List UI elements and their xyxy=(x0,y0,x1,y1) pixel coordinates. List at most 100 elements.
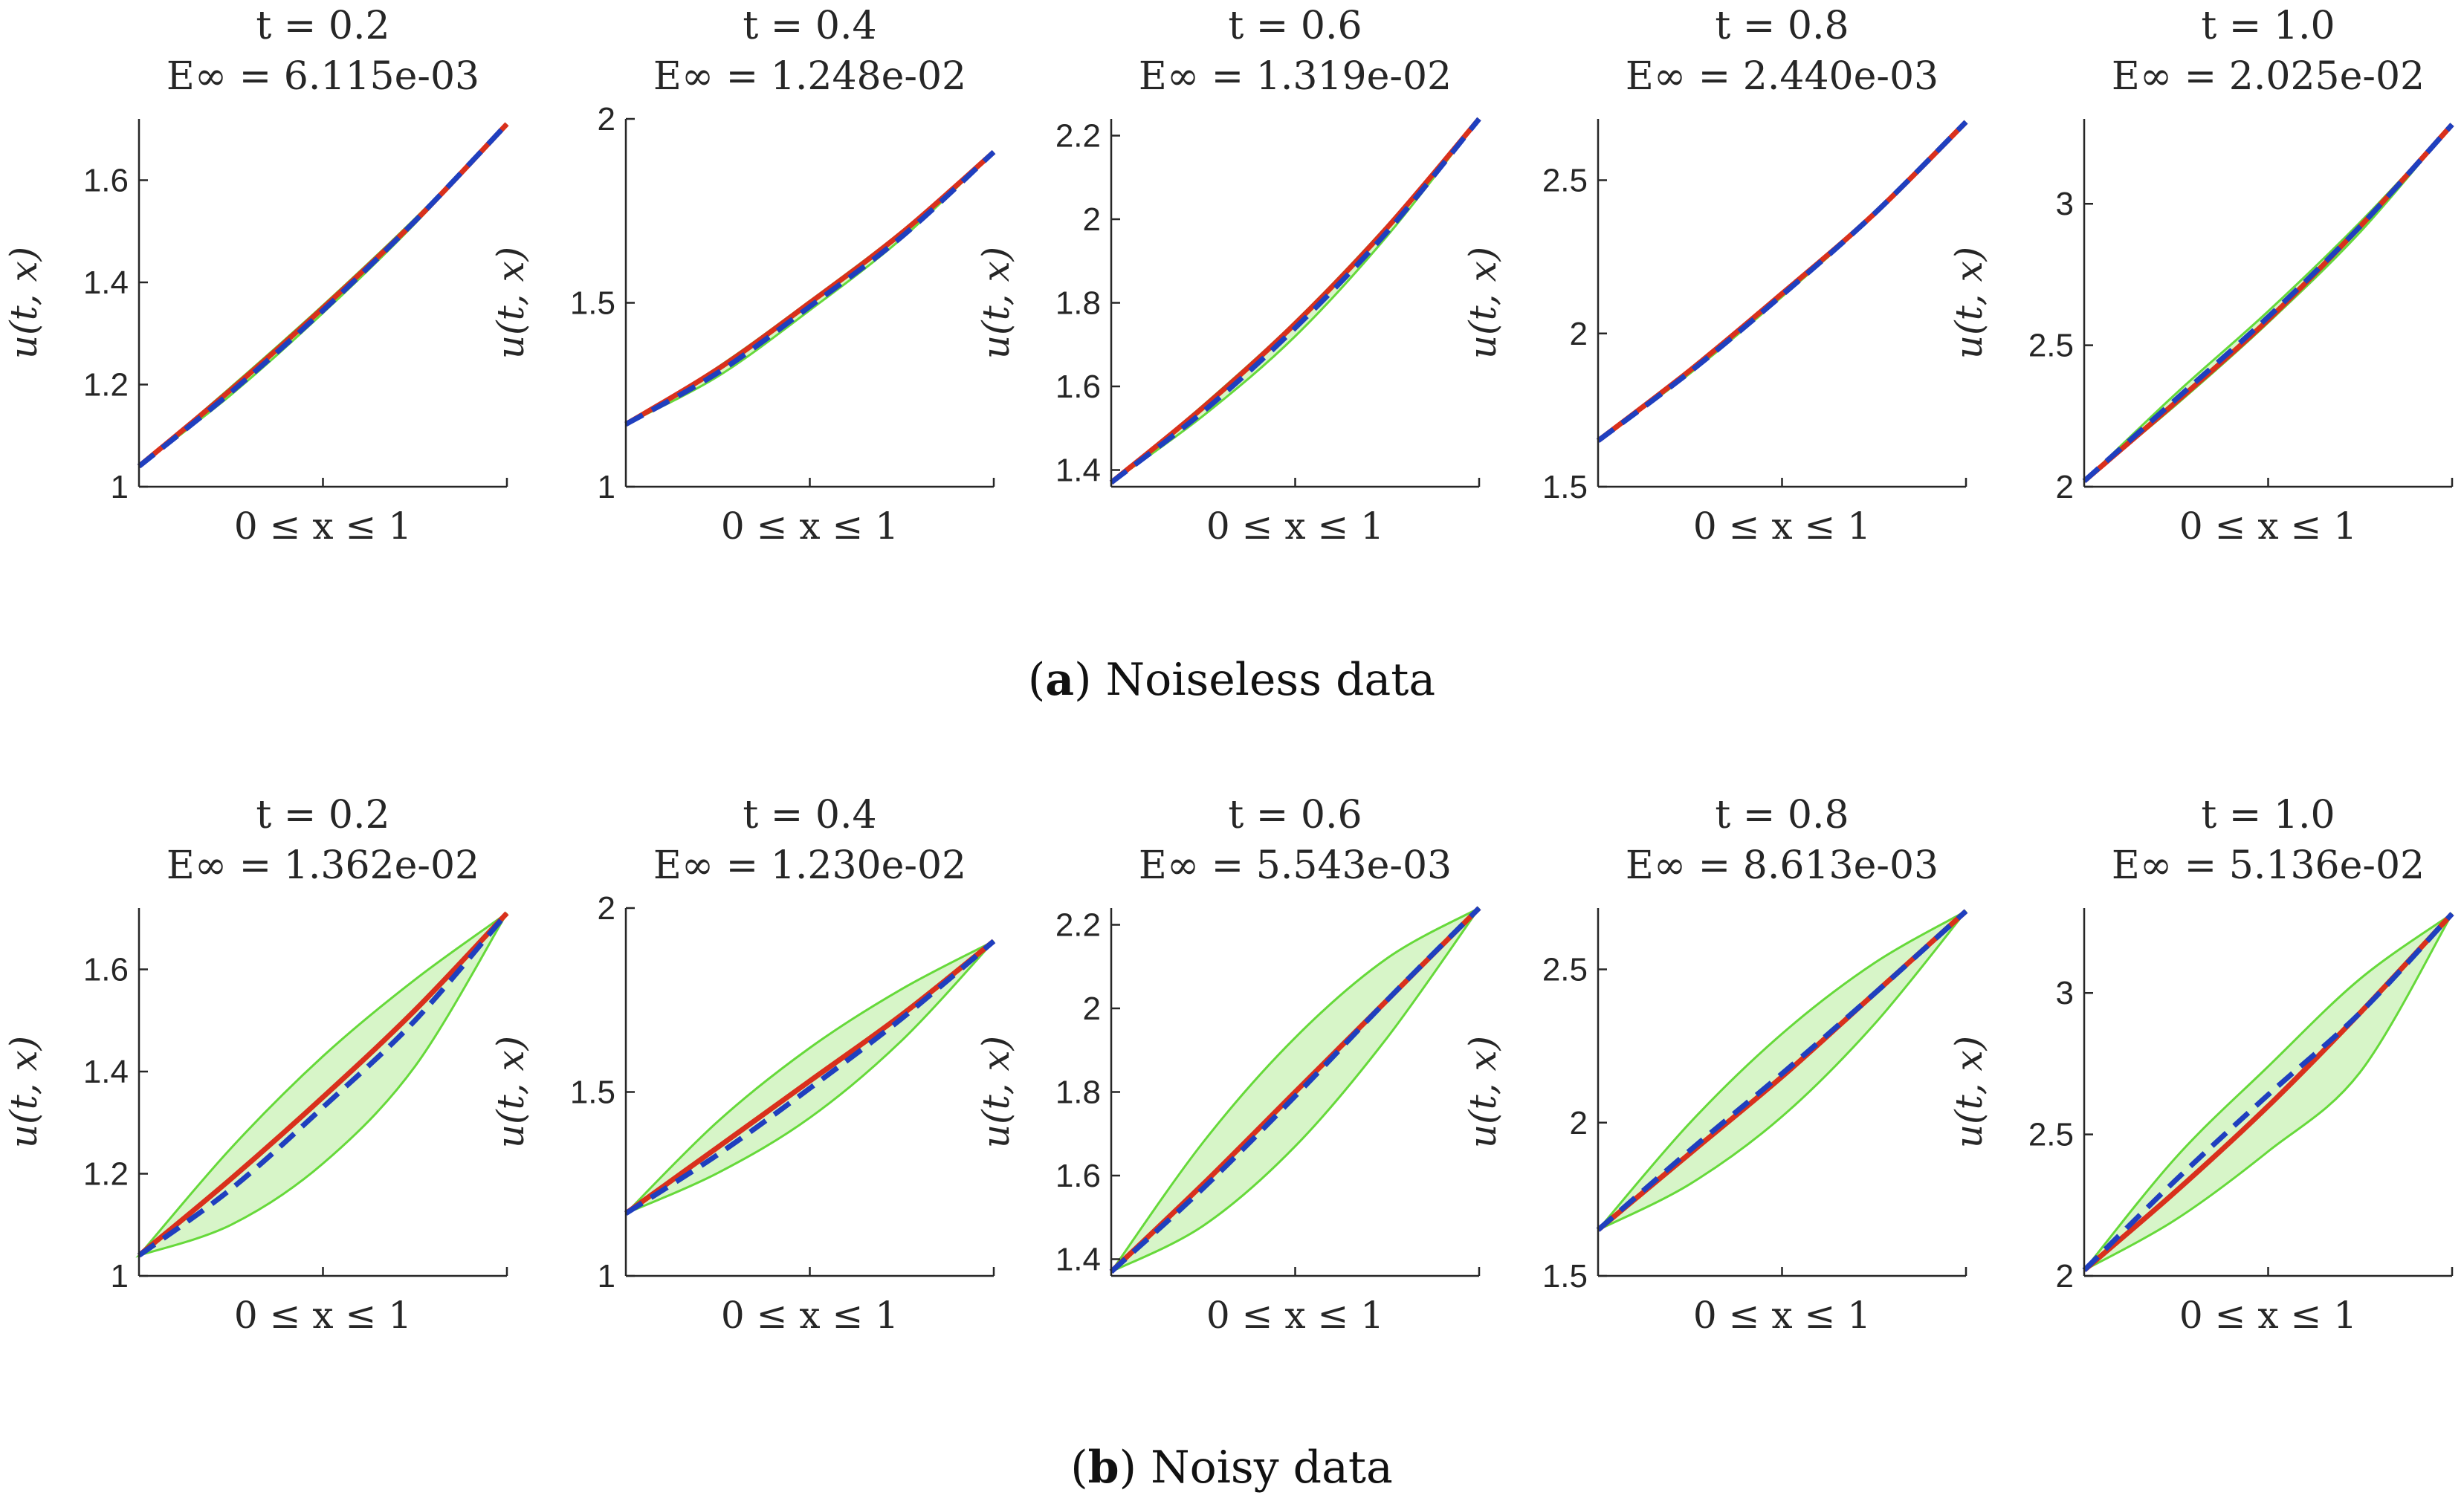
y-tick-label: 2 xyxy=(1570,1105,1588,1141)
predicted-mean-line xyxy=(2082,123,2454,484)
panel-time-label: t = 0.8 xyxy=(1715,793,1849,837)
panel-error-label: E∞ = 1.230e-02 xyxy=(653,843,966,888)
uncertainty-band xyxy=(1597,121,1967,442)
y-axis-label: u(t, x) xyxy=(974,247,1018,359)
x-axis-label: 0 ≤ x ≤ 1 xyxy=(2179,1294,2357,1337)
y-tick-label: 2 xyxy=(1570,316,1588,352)
panel-time-label: t = 1.0 xyxy=(2201,793,2335,837)
panel-time-label: t = 0.6 xyxy=(1228,4,1362,48)
caption-label: b xyxy=(1088,1442,1119,1494)
x-axis-label: 0 ≤ x ≤ 1 xyxy=(234,505,412,548)
y-tick-label: 1.2 xyxy=(83,367,129,404)
panel-error-label: E∞ = 1.248e-02 xyxy=(653,54,966,99)
y-tick-label: 1 xyxy=(598,469,615,505)
predicted-mean-line xyxy=(137,911,509,1258)
panel-time-label: t = 0.2 xyxy=(256,4,389,48)
subfigure-caption: (a) Noiseless data xyxy=(1028,654,1435,706)
y-tick-label: 2.2 xyxy=(1055,118,1101,155)
panel-time-label: t = 0.6 xyxy=(1228,793,1362,837)
y-tick-label: 2.5 xyxy=(1542,163,1588,199)
x-axis-label: 0 ≤ x ≤ 1 xyxy=(1693,1294,1871,1337)
exact-solution-line xyxy=(137,911,509,1258)
caption-text: Noisy data xyxy=(1151,1442,1393,1494)
panel-a-4: t = 0.8 E∞ = 2.440e-03 1.5 2 2.5 u(t, x) 0 ≤ x… xyxy=(1461,4,1968,548)
panel-error-label: E∞ = 8.613e-03 xyxy=(1626,843,1938,888)
y-tick-label: 2.5 xyxy=(2028,1117,2074,1153)
exact-solution-line xyxy=(1109,906,1481,1274)
uncertainty-band xyxy=(138,123,508,467)
y-tick-label: 1.2 xyxy=(83,1156,129,1193)
caption-label: a xyxy=(1045,654,1074,706)
panel-b-2: t = 0.4 E∞ = 1.230e-02 1 1.5 2 u(t, x) 0 ≤ x ≤… xyxy=(489,793,996,1337)
panel-error-label: E∞ = 1.319e-02 xyxy=(1139,54,1452,99)
panel-time-label: t = 0.4 xyxy=(743,4,876,48)
panel-time-label: t = 0.4 xyxy=(743,793,876,837)
y-tick-label: 1.5 xyxy=(1542,1258,1588,1294)
uncertainty-band xyxy=(625,151,995,426)
predicted-mean-line xyxy=(137,122,509,469)
y-axis-label: u(t, x) xyxy=(2,247,45,359)
y-tick-label: 2 xyxy=(598,101,615,137)
y-tick-label: 1 xyxy=(111,469,129,505)
y-axis-label: u(t, x) xyxy=(1461,1036,1504,1148)
y-tick-label: 1.4 xyxy=(1055,1242,1101,1278)
y-tick-label: 1.6 xyxy=(1055,369,1101,405)
panel-b-5: t = 1.0 E∞ = 5.136e-02 2 2.5 3 u(t, x) 0 ≤ x ≤… xyxy=(1947,793,2454,1337)
x-axis-label: 0 ≤ x ≤ 1 xyxy=(721,1294,899,1337)
x-axis-label: 0 ≤ x ≤ 1 xyxy=(1206,505,1384,548)
y-tick-label: 1.6 xyxy=(83,163,129,199)
y-tick-label: 1.4 xyxy=(83,265,129,301)
caption-paren-close: ) xyxy=(1074,654,1105,706)
exact-solution-line xyxy=(624,939,996,1216)
uncertainty-band xyxy=(135,912,508,1258)
uncertainty-band xyxy=(2083,123,2454,482)
panel-b-3: t = 0.6 E∞ = 5.543e-03 1.4 1.6 1.8 2 2.2 u(t, x… xyxy=(974,793,1481,1337)
y-tick-label: 2 xyxy=(598,890,615,927)
panel-a-3: t = 0.6 E∞ = 1.319e-02 1.4 1.6 1.8 2 2.2 u(t, x… xyxy=(974,4,1481,548)
panel-error-label: E∞ = 5.543e-03 xyxy=(1139,843,1452,888)
y-tick-label: 2 xyxy=(1083,991,1101,1027)
caption-paren-open: ( xyxy=(1070,1442,1087,1494)
uncertainty-band xyxy=(1110,118,1481,484)
panel-a-2: t = 0.4 E∞ = 1.248e-02 1 1.5 2 u(t, x) 0 ≤ x ≤… xyxy=(489,4,996,548)
y-axis-label: u(t, x) xyxy=(1947,247,1991,359)
exact-solution-line xyxy=(137,122,509,469)
x-axis-label: 0 ≤ x ≤ 1 xyxy=(2179,505,2357,548)
y-tick-label: 1.6 xyxy=(1055,1158,1101,1194)
panel-time-label: t = 1.0 xyxy=(2201,4,2335,48)
predicted-mean-line xyxy=(2082,912,2454,1272)
y-tick-label: 1 xyxy=(598,1258,615,1294)
panel-error-label: E∞ = 6.115e-03 xyxy=(166,54,479,99)
y-tick-label: 2.2 xyxy=(1055,907,1101,944)
y-axis-label: u(t, x) xyxy=(489,1036,532,1148)
y-tick-label: 2.5 xyxy=(1542,952,1588,988)
predicted-mean-line xyxy=(624,939,996,1216)
panel-time-label: t = 0.2 xyxy=(256,793,389,837)
y-tick-label: 2 xyxy=(1083,201,1101,238)
y-tick-label: 3 xyxy=(2056,975,2074,1011)
x-axis-label: 0 ≤ x ≤ 1 xyxy=(721,505,899,548)
y-axis-label: u(t, x) xyxy=(1947,1036,1991,1148)
panel-a-1: t = 0.2 E∞ = 6.115e-03 1 1.2 1.4 1.6 u(t, x) 0 … xyxy=(2,4,509,548)
y-axis-label: u(t, x) xyxy=(2,1036,45,1148)
panel-b-4: t = 0.8 E∞ = 8.613e-03 1.5 2 2.5 u(t, x) 0 ≤ x… xyxy=(1461,793,1968,1337)
panel-error-label: E∞ = 2.025e-02 xyxy=(2112,54,2425,99)
y-tick-label: 1.6 xyxy=(83,952,129,988)
y-tick-label: 1.8 xyxy=(1055,285,1101,322)
y-tick-label: 2 xyxy=(2056,469,2074,505)
exact-solution-line xyxy=(624,149,996,427)
panel-error-label: E∞ = 5.136e-02 xyxy=(2112,843,2425,888)
x-axis-label: 0 ≤ x ≤ 1 xyxy=(1206,1294,1384,1337)
predicted-mean-line xyxy=(1109,906,1481,1274)
y-tick-label: 2.5 xyxy=(2028,328,2074,364)
panel-error-label: E∞ = 1.362e-02 xyxy=(166,843,479,888)
predicted-mean-line xyxy=(624,150,996,427)
y-tick-label: 2 xyxy=(2056,1258,2074,1294)
y-axis-label: u(t, x) xyxy=(974,1036,1018,1148)
panel-time-label: t = 0.8 xyxy=(1715,4,1849,48)
predicted-mean-line xyxy=(1596,909,1968,1232)
y-tick-label: 1.8 xyxy=(1055,1075,1101,1111)
caption-paren-close: ) xyxy=(1119,1442,1151,1494)
y-tick-label: 1.5 xyxy=(570,1075,615,1111)
